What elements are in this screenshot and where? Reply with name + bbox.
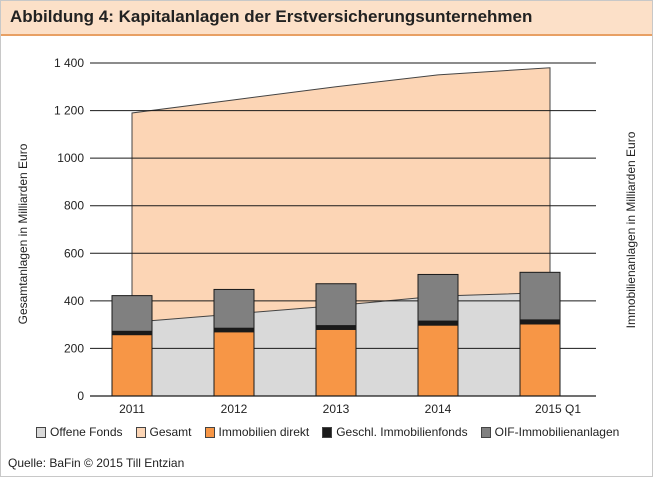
legend-swatch [36, 426, 46, 438]
legend-label: Offene Fonds [50, 425, 123, 439]
x-tick-label: 2014 [425, 402, 452, 416]
legend-label: OIF-Immobilienanlagen [494, 425, 620, 439]
y-tick-label: 800 [64, 199, 84, 213]
legend-swatch [322, 426, 333, 438]
x-tick-label: 2011 [119, 402, 145, 416]
bar-immobilien-direkt [111, 334, 153, 397]
title-bar: Abbildung 4: Kapitalanlagen der Erstvers… [1, 1, 652, 36]
bar-oif-immobilienanlagen [315, 283, 357, 327]
bar-geschl-immobilienfonds [417, 320, 459, 326]
legend-offene-fonds: Offene Fonds [36, 425, 123, 439]
chart-plot: 0 200 400 600 800 1000 1 200 1 400 2011 2012 2013 2… [54, 56, 596, 416]
bar-immobilien-direkt [213, 331, 255, 397]
legend-label: Geschl. Immobilienfonds [336, 425, 468, 439]
legend-swatch [135, 426, 146, 438]
y-tick-label: 0 [77, 389, 84, 403]
y-tick-label: 200 [64, 341, 84, 355]
x-tick-label: 2012 [221, 402, 248, 416]
legend-label: Immobilien direkt [218, 425, 310, 439]
legend-oif-immobilienanlagen: OIF-Immobilienanlagen [480, 425, 620, 439]
bar-oif-immobilienanlagen [519, 271, 561, 321]
bar-oif-immobilienanlagen [213, 288, 255, 329]
y-tick-label: 400 [64, 294, 84, 308]
bar-immobilien-direkt [519, 323, 561, 397]
y-tick-label: 1 400 [54, 56, 84, 70]
y-tick-label: 1 200 [54, 104, 84, 118]
x-tick-label: 2015 Q1 [535, 402, 581, 416]
x-tick-label: 2013 [323, 402, 350, 416]
legend-geschl-immobilienfonds: Geschl. Immobilienfonds [322, 425, 468, 439]
legend-swatch [204, 426, 215, 438]
legend-immobilien-direkt: Immobilien direkt [204, 425, 310, 439]
bar-geschl-immobilienfonds [315, 325, 357, 330]
chart-title: Abbildung 4: Kapitalanlagen der Erstvers… [10, 7, 533, 26]
legend: Offene Fonds Gesamt Immobilien direkt Gesch… [36, 424, 632, 440]
bar-oif-immobilienanlagen [111, 295, 153, 332]
bar-oif-immobilienanlagen [417, 273, 459, 322]
bar-geschl-immobilienfonds [519, 319, 561, 325]
legend-gesamt: Gesamt [135, 425, 192, 439]
gesamt-line [131, 67, 551, 396]
bar-immobilien-direkt [417, 324, 459, 397]
y-tick-label: 600 [64, 246, 84, 260]
legend-swatch [480, 426, 491, 438]
y-tick-label: 1000 [57, 151, 84, 165]
legend-label: Gesamt [149, 425, 192, 439]
bar-geschl-immobilienfonds [213, 327, 255, 333]
bar-immobilien-direkt [315, 328, 357, 397]
source-note: Quelle: BaFin © 2015 Till Entzian [8, 456, 185, 470]
